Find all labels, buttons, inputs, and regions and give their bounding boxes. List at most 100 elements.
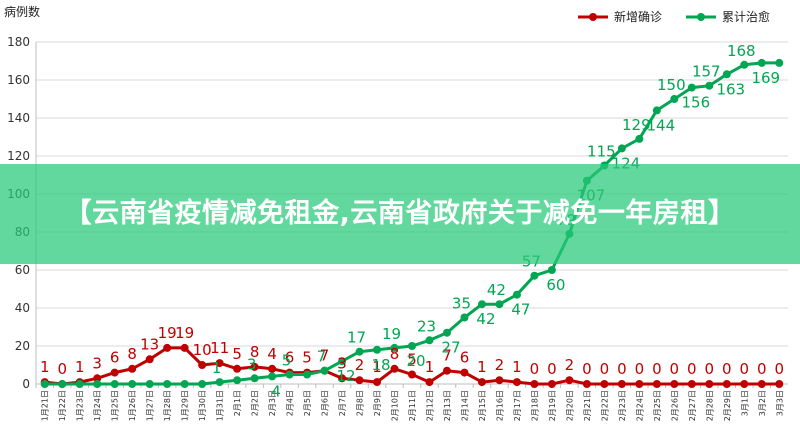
legend: 新增确诊 累计治愈 [578, 9, 770, 24]
data-point [687, 380, 696, 388]
data-point [442, 366, 451, 375]
x-tick-label: 2月4日 [286, 390, 295, 416]
x-tick-label: 2月9日 [373, 390, 382, 416]
data-point [285, 370, 294, 379]
data-point [722, 70, 731, 79]
data-label: 4 [267, 345, 277, 363]
data-label: 19 [158, 324, 177, 342]
data-label: 3 [247, 355, 257, 373]
y-tick-label: 0 [22, 377, 30, 391]
data-point [512, 290, 521, 299]
data-point [58, 380, 67, 388]
data-label: 7 [317, 348, 327, 366]
data-point [355, 347, 364, 356]
data-label: 7 [320, 347, 330, 365]
data-point [215, 378, 224, 387]
data-label: 0 [705, 360, 715, 378]
x-tick-label: 3月1日 [740, 390, 749, 416]
data-label: 4 [271, 382, 281, 400]
data-label: 18 [371, 356, 390, 374]
data-point [303, 370, 312, 379]
data-label: 5 [407, 351, 417, 369]
data-point [93, 380, 102, 388]
series [40, 58, 784, 388]
y-tick-label: 20 [15, 339, 30, 353]
data-point [757, 380, 766, 388]
data-point [530, 380, 539, 388]
data-point [180, 343, 189, 352]
data-label: 0 [57, 360, 67, 378]
x-tick-label: 2月21日 [583, 390, 592, 421]
x-tick-label: 2月3日 [268, 390, 277, 416]
data-label: 42 [487, 281, 506, 299]
data-label: 144 [647, 116, 676, 134]
data-point [705, 81, 714, 90]
data-label: 3 [337, 354, 347, 372]
x-tick-label: 1月25日 [111, 390, 120, 421]
x-tick-label: 2月19日 [548, 390, 557, 421]
data-point [268, 372, 277, 381]
x-tick-label: 2月28日 [705, 390, 714, 421]
x-tick-label: 1月24日 [93, 390, 102, 421]
x-tick-label: 2月26日 [670, 390, 679, 421]
x-tick-label: 2月22日 [600, 390, 609, 421]
data-label: 5 [282, 352, 292, 370]
x-tick-label: 2月20日 [565, 390, 574, 421]
data-label: 0 [652, 360, 662, 378]
data-point [390, 343, 399, 352]
x-tick-label: 1月26日 [128, 390, 137, 421]
data-point [512, 378, 521, 387]
data-label: 47 [511, 301, 530, 319]
x-tick-label: 2月7日 [338, 390, 347, 416]
data-label: 1 [40, 358, 50, 376]
data-point [198, 380, 207, 388]
x-tick-label: 2月27日 [688, 390, 697, 421]
legend-label: 累计治愈 [722, 9, 770, 24]
data-point [617, 380, 626, 388]
data-label: 2 [565, 356, 575, 374]
legend-label: 新增确诊 [614, 9, 662, 24]
data-label: 8 [127, 345, 137, 363]
data-point [110, 368, 119, 377]
data-point [740, 60, 749, 69]
x-tick-label: 1月29日 [181, 390, 190, 421]
x-tick-label: 2月24日 [635, 390, 644, 421]
data-point [425, 336, 434, 345]
x-tick-label: 2月25日 [653, 390, 662, 421]
data-point [582, 380, 591, 388]
data-label: 0 [530, 360, 540, 378]
data-point [547, 380, 556, 388]
data-point [635, 134, 644, 143]
data-label: 2 [495, 356, 505, 374]
data-point [390, 364, 399, 373]
data-point [530, 271, 539, 280]
data-point [442, 328, 451, 337]
data-label: 0 [722, 360, 732, 378]
data-label: 156 [681, 94, 710, 112]
data-label: 0 [774, 360, 784, 378]
x-tick-label: 1月30日 [198, 390, 207, 421]
x-tick-label: 2月15日 [478, 390, 487, 421]
data-point [495, 376, 504, 385]
data-point [652, 106, 661, 115]
data-label: 12 [336, 367, 355, 385]
y-tick-label: 180 [7, 35, 30, 49]
x-tick-label: 2月2日 [251, 390, 260, 416]
data-label: 115 [587, 143, 616, 161]
data-label: 8 [390, 345, 400, 363]
data-label: 0 [670, 360, 680, 378]
data-point [408, 370, 416, 379]
data-point [233, 376, 242, 385]
x-tick-label: 1月23日 [76, 390, 85, 421]
data-point [722, 380, 731, 388]
data-point [233, 364, 242, 373]
legend-marker [697, 13, 705, 21]
data-point [652, 380, 661, 388]
x-tick-label: 3月3日 [775, 390, 784, 416]
data-label: 163 [716, 80, 745, 98]
data-point [425, 378, 434, 387]
data-label: 19 [175, 324, 194, 342]
data-point [775, 58, 784, 67]
data-label: 3 [92, 354, 102, 372]
data-label: 1 [477, 358, 487, 376]
